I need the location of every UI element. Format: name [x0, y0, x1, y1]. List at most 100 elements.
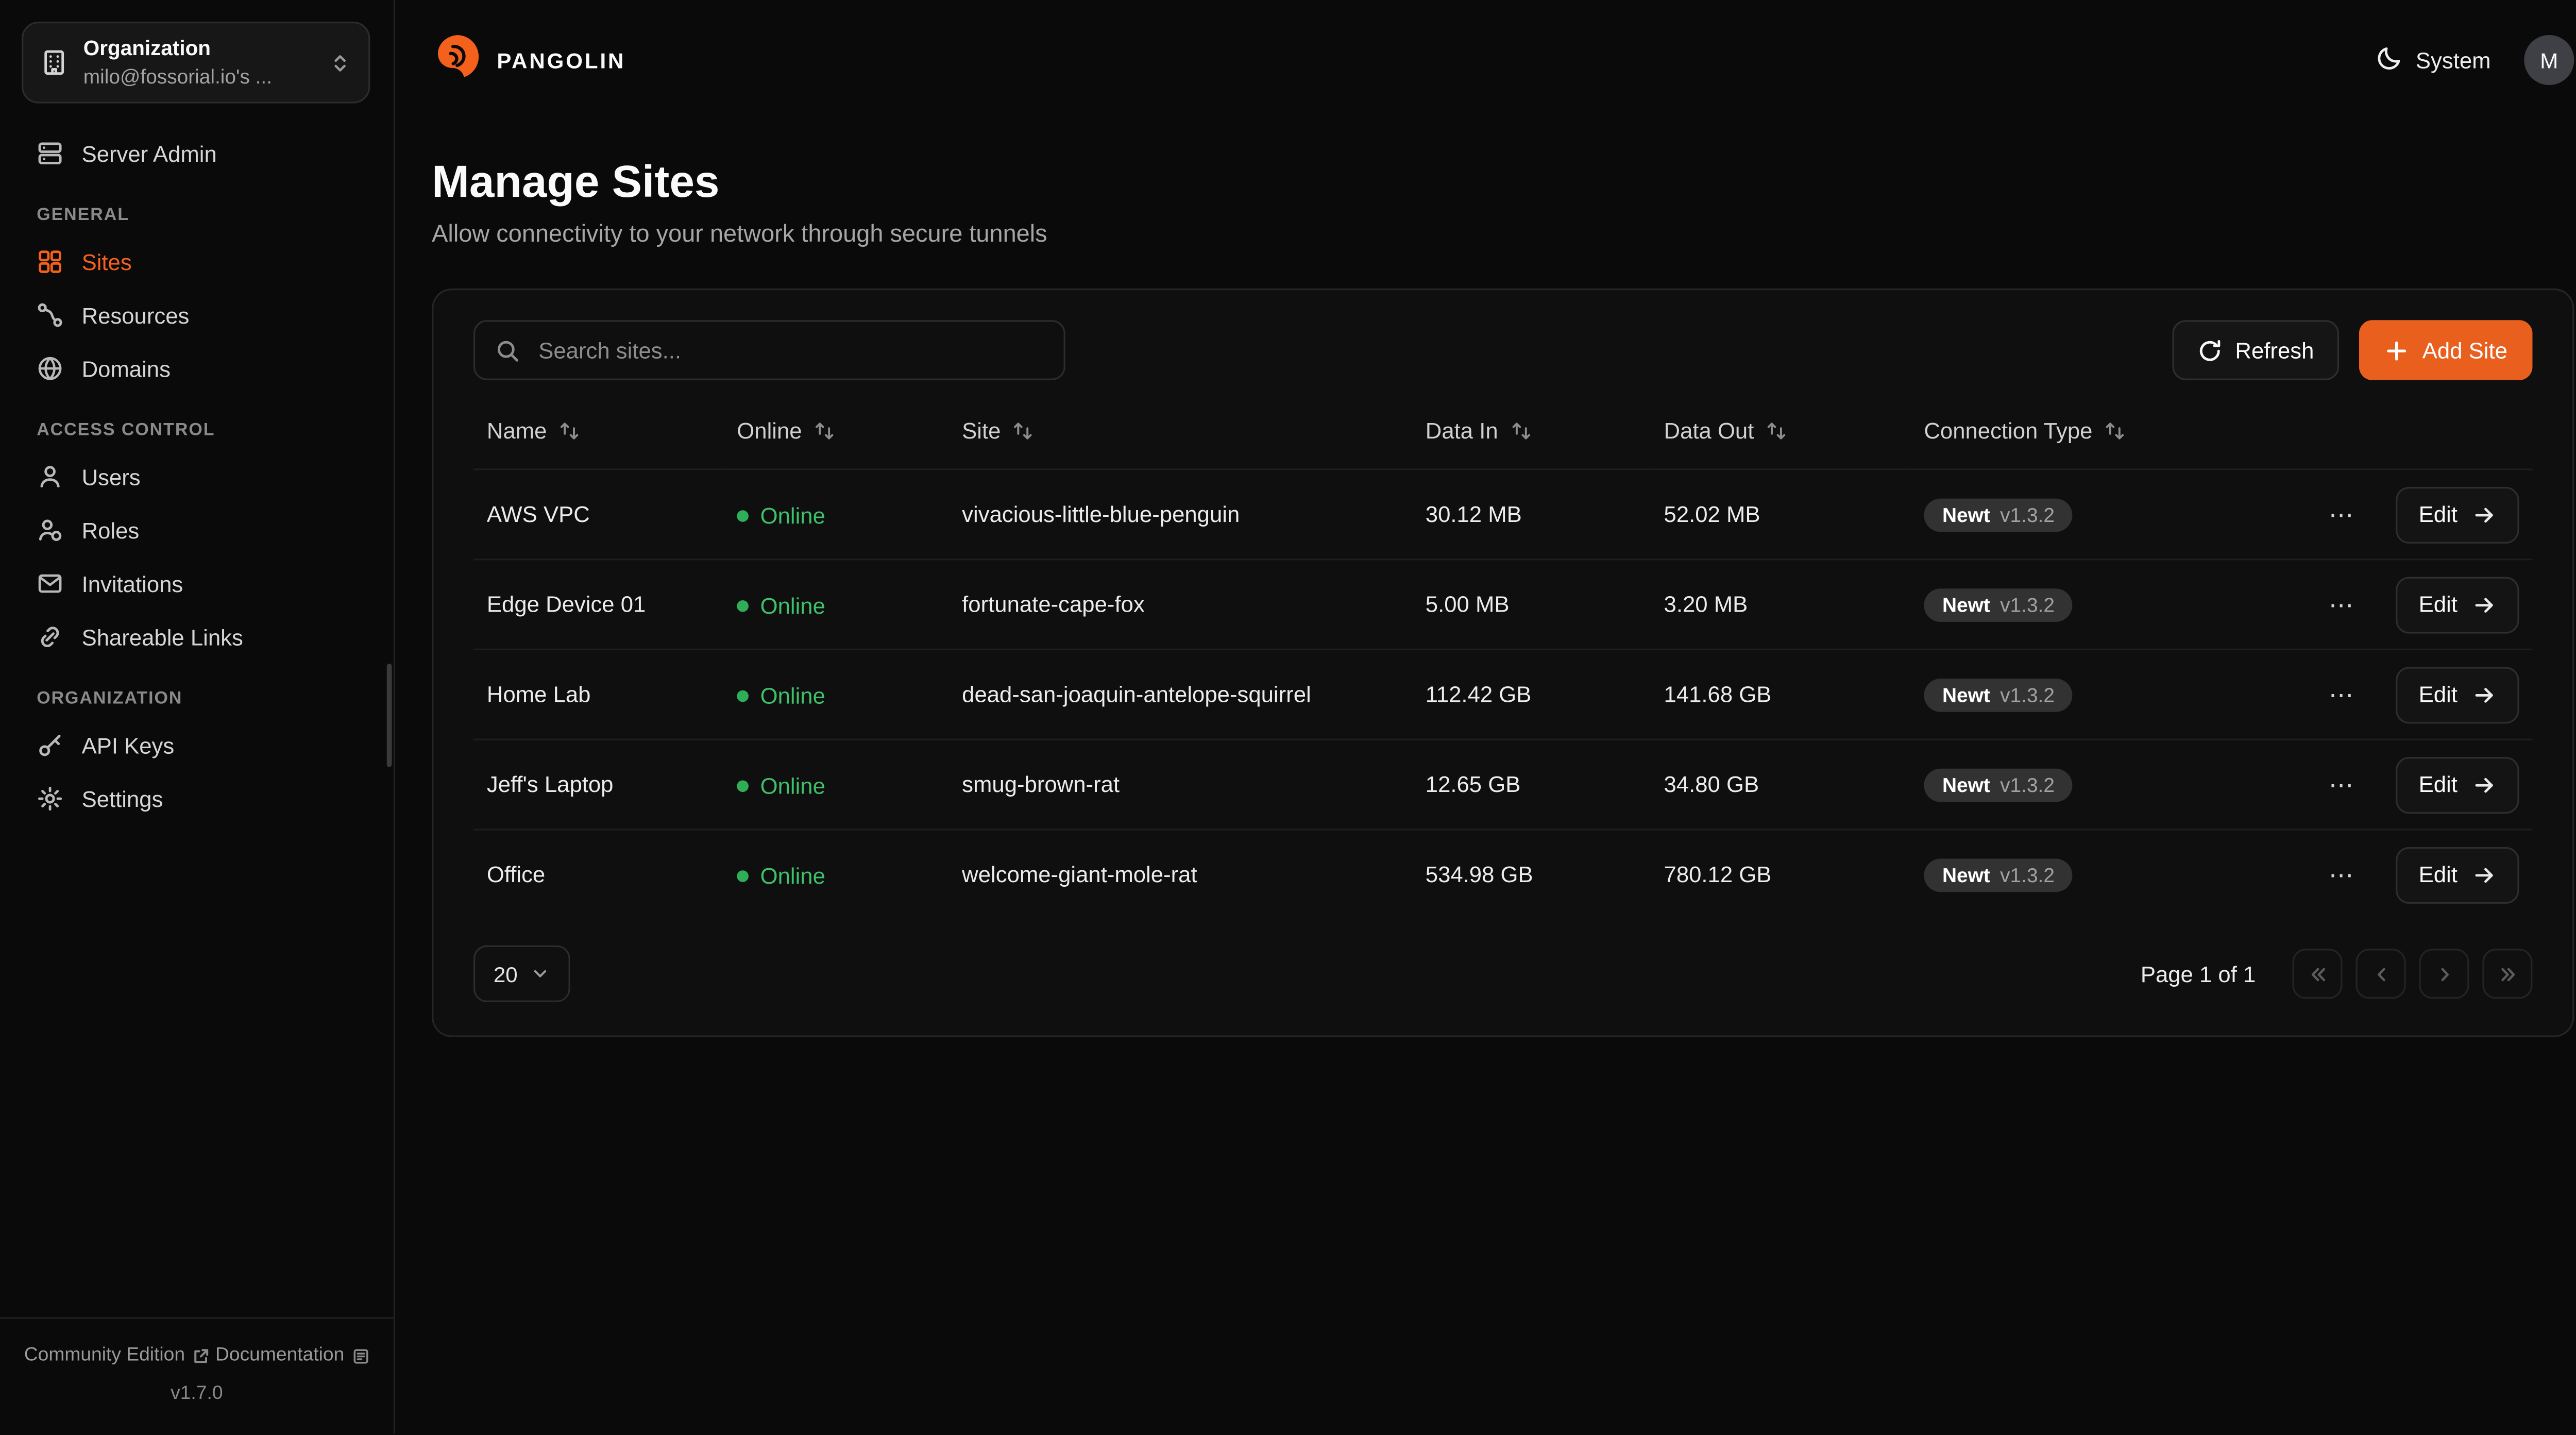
pangolin-logo [432, 31, 482, 89]
page-size-select[interactable]: 20 [473, 945, 571, 1002]
toolbar-actions: Refresh Add Site [2172, 320, 2533, 380]
chevrons-up-down-icon [328, 51, 351, 74]
site-name-cell: Home Lab [473, 648, 724, 740]
top-bar: PANGOLIN System M [395, 0, 2576, 120]
refresh-button[interactable]: Refresh [2172, 320, 2339, 380]
column-header-site[interactable]: Site [948, 394, 1412, 469]
edit-button[interactable]: Edit [2395, 846, 2519, 903]
sites-card: Refresh Add Site [432, 288, 2574, 1037]
row-menu-button[interactable]: ⋯ [2322, 676, 2362, 713]
sidebar-item-label: Roles [81, 517, 140, 543]
sidebar-item-shareable-links[interactable]: Shareable Links [20, 611, 374, 664]
page-size-value: 20 [493, 961, 518, 987]
avatar[interactable]: M [2524, 35, 2574, 86]
community-edition-link[interactable]: Community Edition [24, 1337, 210, 1375]
theme-toggle[interactable]: System [2376, 44, 2491, 76]
sites-grid-icon [37, 248, 63, 275]
connection-type-name: Newt [1942, 593, 1990, 616]
online-cell: Online [723, 468, 949, 560]
search-input[interactable] [535, 336, 1044, 365]
online-status-label: Online [760, 772, 825, 798]
section-title-access-control: ACCESS CONTROL [37, 420, 215, 441]
site-name-cell: Office [473, 829, 724, 919]
sidebar-item-domains[interactable]: Domains [20, 342, 374, 396]
theme-label: System [2415, 47, 2491, 73]
online-status-label: Online [760, 683, 825, 708]
connection-type-version: v1.3.2 [2000, 683, 2055, 706]
section-title-organization: ORGANIZATION [37, 688, 183, 709]
row-menu-button[interactable]: ⋯ [2322, 586, 2362, 622]
table-row: Home Lab Online dead-san-joaquin-antelop… [473, 648, 2533, 740]
edit-button[interactable]: Edit [2395, 576, 2519, 633]
connection-type-badge: Newt v1.3.2 [1924, 768, 2073, 801]
sidebar-item-label: Shareable Links [81, 624, 243, 650]
sites-table: Name Online Site Data In Data Out Connec… [473, 394, 2533, 919]
next-page-button[interactable] [2419, 949, 2469, 999]
column-header-data-out[interactable]: Data Out [1651, 394, 1911, 469]
page-subtitle: Allow connectivity to your network throu… [432, 222, 1047, 249]
sidebar-item-label: Resources [81, 302, 190, 328]
data-out-cell: 141.68 GB [1650, 648, 1911, 740]
first-page-button[interactable] [2292, 949, 2343, 999]
plus-icon [2384, 337, 2409, 363]
table-row: Jeff's Laptop Online smug-brown-rat 12.6… [473, 738, 2533, 830]
brand-name: PANGOLIN [497, 47, 626, 73]
connection-type-version: v1.3.2 [2000, 502, 2055, 526]
connection-type-name: Newt [1942, 772, 1990, 797]
connection-type-version: v1.3.2 [2000, 772, 2055, 797]
sidebar-item-label: Server Admin [81, 141, 217, 166]
sidebar-item-users[interactable]: Users [20, 450, 374, 504]
sidebar-item-resources[interactable]: Resources [20, 289, 374, 342]
table-row: Edge Device 01 Online fortunate-cape-fox… [473, 559, 2533, 650]
sort-icon [1012, 420, 1034, 442]
edit-button[interactable]: Edit [2395, 666, 2519, 723]
search-box[interactable] [473, 320, 1065, 380]
site-slug-cell: smug-brown-rat [948, 738, 1412, 830]
data-out-cell: 52.02 MB [1650, 468, 1911, 560]
connection-type-badge: Newt v1.3.2 [1924, 678, 2073, 712]
sidebar-item-sites[interactable]: Sites [20, 235, 374, 289]
row-menu-button[interactable]: ⋯ [2322, 496, 2362, 533]
sidebar-item-label: Domains [81, 356, 171, 381]
edit-button[interactable]: Edit [2395, 756, 2519, 813]
add-site-button[interactable]: Add Site [2359, 320, 2533, 380]
last-page-button[interactable] [2482, 949, 2533, 999]
actions-cell: ⋯ Edit [2304, 559, 2533, 650]
documentation-link[interactable]: Documentation [215, 1337, 369, 1375]
connection-type-name: Newt [1942, 683, 1990, 706]
sidebar-item-label: API Keys [81, 733, 175, 758]
data-out-cell: 780.12 GB [1650, 829, 1911, 919]
sidebar-item-invitations[interactable]: Invitations [20, 557, 374, 611]
data-out-cell: 3.20 MB [1650, 559, 1911, 650]
column-header-connection-type[interactable]: Connection Type [1910, 394, 2304, 469]
online-status-label: Online [760, 863, 825, 888]
site-name-cell: Jeff's Laptop [473, 738, 724, 830]
row-menu-button[interactable]: ⋯ [2322, 856, 2362, 893]
top-right: System M [2376, 35, 2574, 86]
org-picker[interactable]: Organization milo@fossorial.io's ... [22, 22, 370, 104]
table-row: Office Online welcome-giant-mole-rat 534… [473, 829, 2533, 919]
column-header-name[interactable]: Name [473, 394, 723, 469]
site-slug-cell: dead-san-joaquin-antelope-squirrel [948, 648, 1412, 740]
previous-page-button[interactable] [2355, 949, 2406, 999]
row-menu-button[interactable]: ⋯ [2322, 766, 2362, 803]
data-in-cell: 534.98 GB [1412, 829, 1651, 919]
sidebar-item-settings[interactable]: Settings [20, 772, 374, 825]
arrow-right-icon [2472, 773, 2496, 796]
connection-type-cell: Newt v1.3.2 [1910, 468, 2304, 560]
table-row: AWS VPC Online vivacious-little-blue-pen… [473, 468, 2533, 560]
connection-type-cell: Newt v1.3.2 [1910, 738, 2304, 830]
section-title-general: GENERAL [37, 205, 129, 226]
column-header-online[interactable]: Online [723, 394, 948, 469]
sidebar-item-roles[interactable]: Roles [20, 503, 374, 557]
org-picker-value: milo@fossorial.io's ... [83, 64, 273, 89]
table-footer: 20 Page 1 of 1 [473, 945, 2533, 1002]
edit-button[interactable]: Edit [2395, 486, 2519, 543]
mail-icon [37, 570, 63, 597]
key-icon [37, 732, 63, 759]
column-header-data-in[interactable]: Data In [1412, 394, 1651, 469]
sidebar-item-server-admin[interactable]: Server Admin [20, 127, 374, 180]
sidebar-scrollbar-thumb[interactable] [386, 663, 392, 767]
sidebar-item-api-keys[interactable]: API Keys [20, 719, 374, 772]
waypoints-icon [37, 302, 63, 329]
